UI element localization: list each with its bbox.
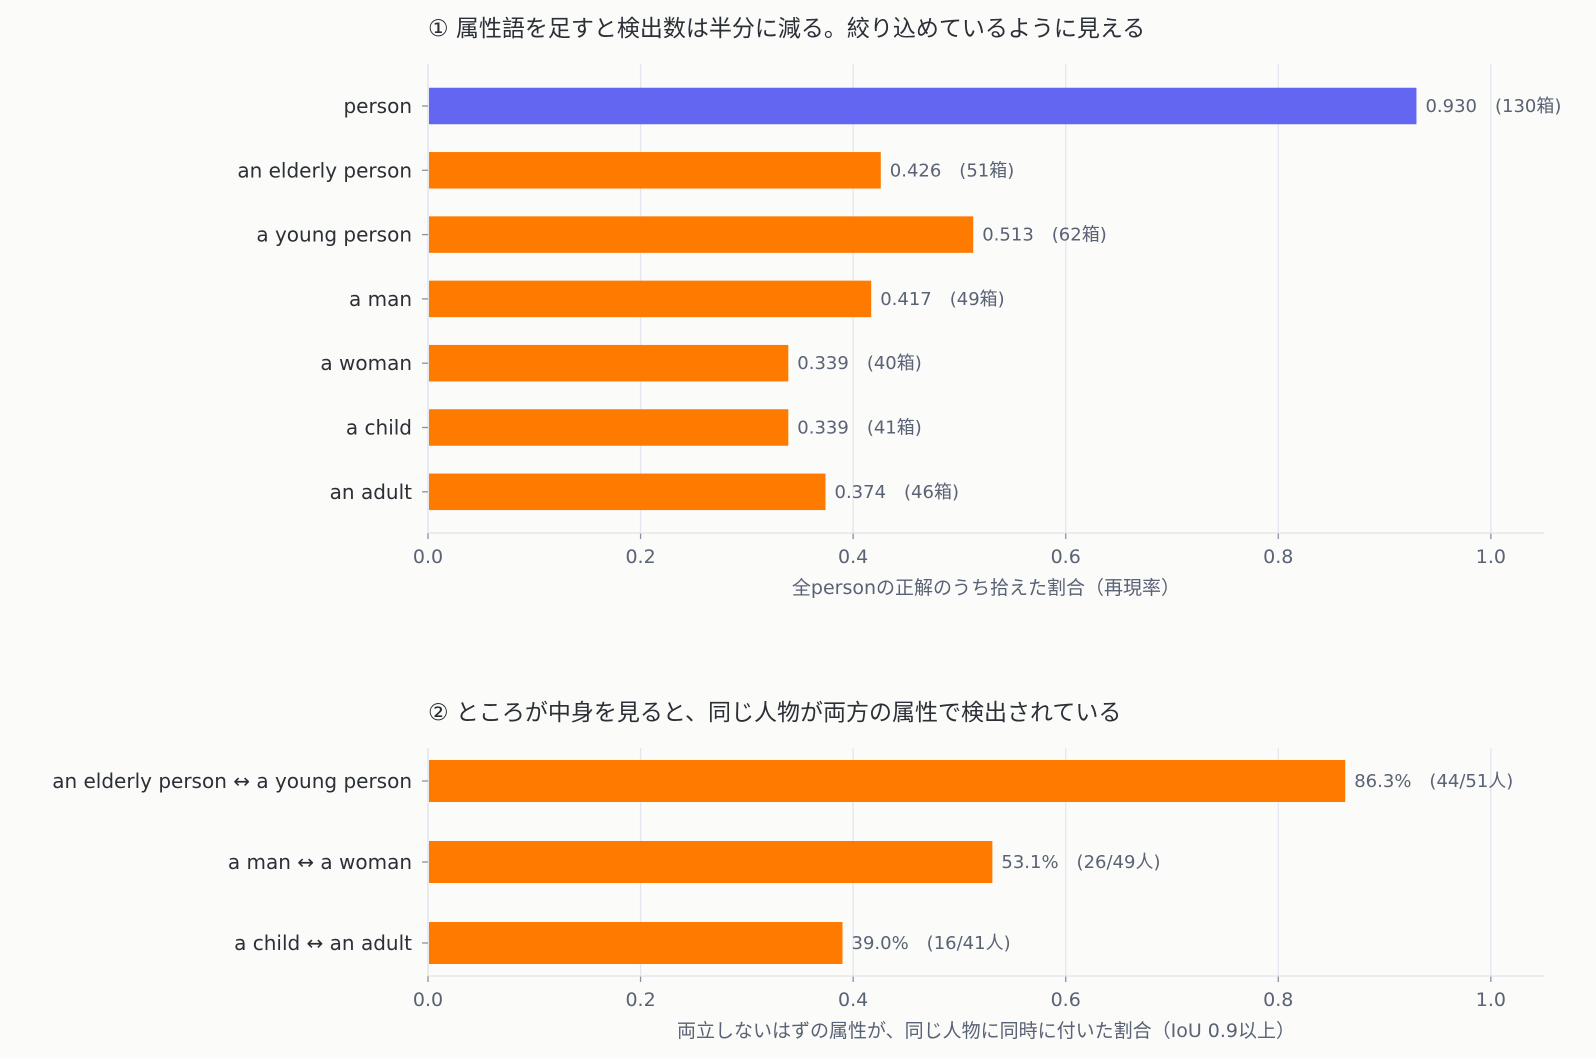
x-tick-label: 0.4 xyxy=(838,546,868,568)
x-tick-label: 0.4 xyxy=(838,989,868,1011)
data-label: 0.339 (40箱) xyxy=(797,353,921,374)
x-tick-label: 0.0 xyxy=(413,546,443,568)
category-label: a man xyxy=(349,287,412,311)
bar xyxy=(429,87,1417,125)
x-tick-label: 0.2 xyxy=(625,546,655,568)
category-label: a man ↔ a woman xyxy=(228,850,412,874)
x-tick-label: 0.6 xyxy=(1051,546,1081,568)
chart-panel-attribute-overlap: ② ところが中身を見ると、同じ人物が両方の属性で検出されている 0.0 0.2 0.4… xyxy=(52,700,1544,1042)
x-tick-label: 0.0 xyxy=(413,989,443,1011)
chart-panel-attribute-recall: ① 属性語を足すと検出数は半分に減る。絞り込めているように見える 0.0 0.2 0.… xyxy=(237,16,1561,599)
data-label: 0.426 (51箱) xyxy=(890,160,1014,181)
x-tick-label: 0.8 xyxy=(1263,546,1293,568)
data-label: 0.339 (41箱) xyxy=(797,418,921,439)
x-tick-label: 0.8 xyxy=(1263,989,1293,1011)
data-label: 0.374 (46箱) xyxy=(835,482,959,503)
data-label: 53.1% (26/49人) xyxy=(1001,852,1160,873)
x-axis-label: 両立しないはずの属性が、同じ人物に同時に付いた割合（IoU 0.9以上） xyxy=(677,1020,1295,1042)
category-label: a child xyxy=(346,416,412,440)
data-label: 0.513 (62箱) xyxy=(982,225,1106,246)
bar xyxy=(429,344,789,382)
category-label: an elderly person xyxy=(237,158,412,182)
category-label: person xyxy=(343,94,412,118)
bar xyxy=(429,216,974,253)
bar xyxy=(429,152,881,189)
category-label: an elderly person ↔ a young person xyxy=(52,769,412,793)
data-label: 39.0% (16/41人) xyxy=(852,933,1011,954)
category-label: a young person xyxy=(256,223,412,247)
x-axis-label: 全personの正解のうち拾えた割合（再現率） xyxy=(792,577,1180,599)
chart-title: ① 属性語を足すと検出数は半分に減る。絞り込めているように見える xyxy=(428,16,1145,42)
x-tick-label: 0.2 xyxy=(625,989,655,1011)
bar xyxy=(429,280,872,318)
category-label: a child ↔ an adult xyxy=(234,931,412,955)
bar xyxy=(429,841,993,883)
bar xyxy=(429,409,789,446)
x-tick-label: 0.6 xyxy=(1051,989,1081,1011)
category-label: an adult xyxy=(330,480,412,504)
bar xyxy=(429,922,843,964)
bar xyxy=(429,760,1346,802)
data-label: 0.930 (130箱) xyxy=(1425,96,1561,117)
category-label: a woman xyxy=(320,351,412,375)
chart-title: ② ところが中身を見ると、同じ人物が両方の属性で検出されている xyxy=(428,700,1121,726)
bar xyxy=(429,473,826,511)
data-label: 0.417 (49箱) xyxy=(880,289,1004,310)
x-tick-label: 1.0 xyxy=(1476,989,1506,1011)
x-tick-label: 1.0 xyxy=(1476,546,1506,568)
data-label: 86.3% (44/51人) xyxy=(1354,771,1513,792)
